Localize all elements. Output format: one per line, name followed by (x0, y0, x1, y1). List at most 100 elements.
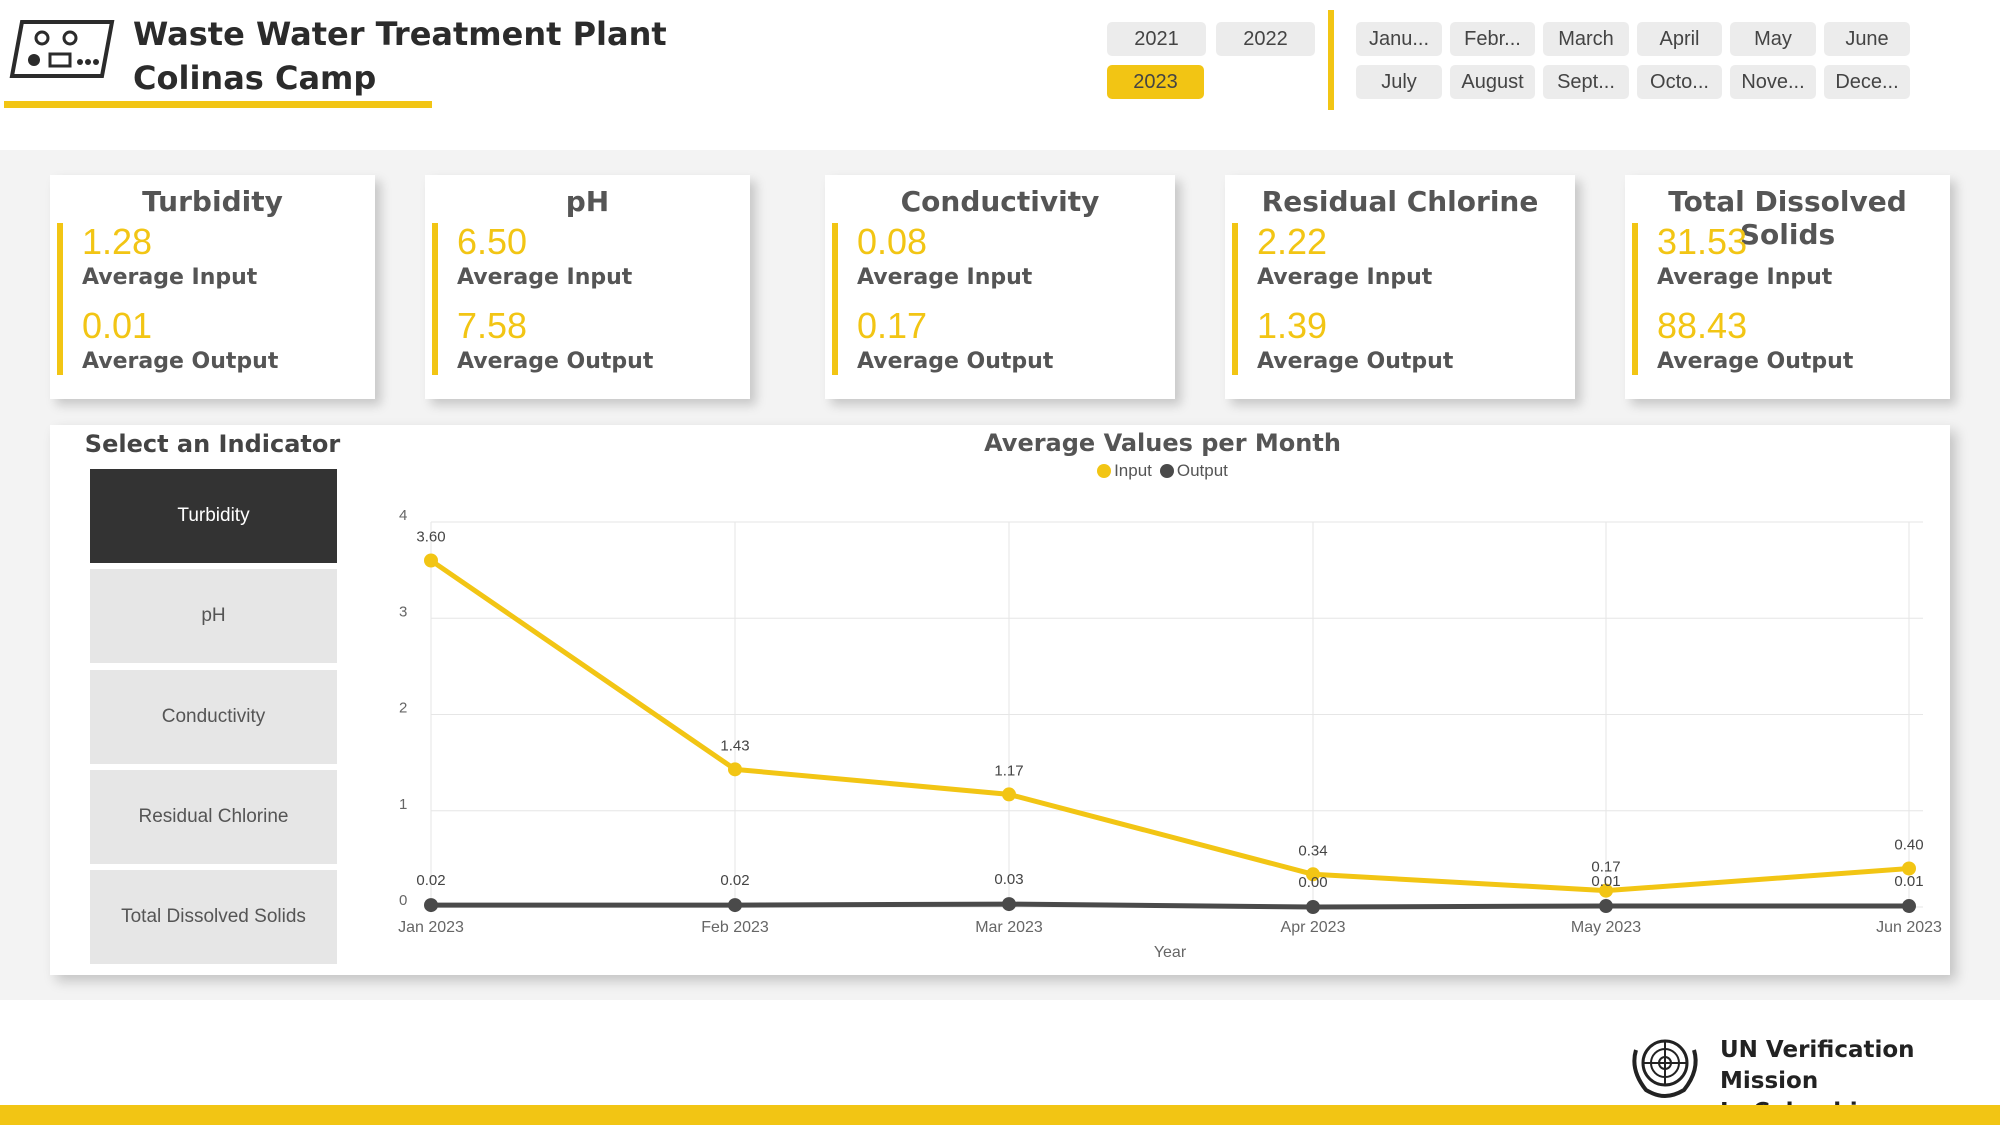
title-line-2: Colinas Camp (133, 59, 377, 97)
data-point-input (1306, 867, 1320, 882)
kpi-output-label: Average Output (857, 349, 1054, 374)
kpi-output-value: 88.43 (1657, 305, 1748, 346)
data-point-input (728, 762, 742, 777)
kpi-title: Total Dissolved Solids (1668, 185, 1907, 251)
title-line-1: Waste Water Treatment Plant (133, 15, 667, 53)
kpi-title: pH (565, 185, 610, 218)
data-point-input (1599, 883, 1613, 898)
month-button-june[interactable]: June (1824, 22, 1910, 56)
footer-accent-bar (0, 1105, 2000, 1125)
org-line-1: UN Verification Mission (1720, 1037, 1915, 1094)
kpi-input-value: 6.50 (457, 221, 528, 262)
line-chart: Average Values per Month Input Output 0 1… (375, 425, 1950, 975)
kpi-input-label: Average Input (457, 265, 633, 290)
kpi-title: Residual Chlorine (1261, 185, 1539, 218)
data-point-output (424, 898, 438, 913)
kpi-output-value: 7.58 (457, 305, 528, 346)
legend-dot-input (1097, 464, 1112, 478)
kpi-title: Conductivity (900, 185, 1100, 218)
data-label-input: 0.34 (1298, 842, 1327, 859)
month-button-october[interactable]: Octo... (1637, 65, 1722, 99)
data-label-input: 0.17 (1591, 859, 1620, 876)
chart-plot-area[interactable]: 0 1 2 3 4 Jan 2023 Feb 2023 Mar 2023 Apr 2023 May… (375, 425, 1950, 975)
legend-label-output: Output (1176, 461, 1228, 480)
month-button-july[interactable]: July (1356, 65, 1442, 99)
indicator-button-turbidity[interactable]: Turbidity (90, 469, 337, 563)
data-point-input (1002, 787, 1016, 802)
treatment-plant-icon (9, 20, 115, 78)
data-label-output: 0.01 (1591, 873, 1620, 890)
chart-legend: Input Output (375, 461, 1950, 481)
data-point-output (728, 898, 742, 913)
kpi-input-label: Average Input (857, 265, 1033, 290)
kpi-accent-bar (57, 223, 63, 375)
y-tick-label: 3 (399, 603, 407, 620)
y-tick-label: 2 (399, 700, 407, 717)
kpi-card-ph: pH 6.50 Average Input 7.58 Average Outpu… (425, 175, 750, 399)
y-tick-label: 1 (399, 796, 407, 813)
header: Waste Water Treatment Plant Colinas Camp… (0, 0, 2000, 150)
month-button-september[interactable]: Sept... (1543, 65, 1629, 99)
month-button-april[interactable]: April (1637, 22, 1722, 56)
month-button-january[interactable]: Janu... (1356, 22, 1442, 56)
legend-label-input: Input (1114, 461, 1152, 480)
month-button-march[interactable]: March (1543, 22, 1629, 56)
kpi-card-residual-chlorine: Residual Chlorine 2.22 Average Input 1.3… (1225, 175, 1575, 399)
filter-divider (1328, 10, 1334, 110)
kpi-input-label: Average Input (1657, 265, 1833, 290)
x-tick-label: Mar 2023 (975, 919, 1043, 936)
kpi-output-value: 0.17 (857, 305, 928, 346)
month-button-may[interactable]: May (1730, 22, 1816, 56)
data-label-output: 0.00 (1298, 874, 1327, 891)
month-button-august[interactable]: August (1450, 65, 1535, 99)
kpi-input-value: 1.28 (82, 221, 153, 262)
legend-item-output[interactable]: Output (1159, 461, 1228, 481)
kpi-card-conductivity: Conductivity 0.08 Average Input 0.17 Ave… (825, 175, 1175, 399)
data-point-output (1002, 897, 1016, 912)
data-label-input: 3.60 (416, 529, 445, 546)
data-label-output: 0.01 (1894, 873, 1923, 890)
kpi-output-label: Average Output (457, 349, 654, 374)
indicator-selector-title: Select an Indicator (84, 430, 341, 458)
kpi-output-value: 1.39 (1257, 305, 1328, 346)
series-line-output (431, 901, 1909, 910)
data-label-output: 0.02 (416, 872, 445, 889)
chart-title: Average Values per Month (984, 429, 1341, 457)
kpi-accent-bar (432, 223, 438, 375)
month-button-november[interactable]: Nove... (1730, 65, 1816, 99)
data-point-output (1599, 899, 1613, 914)
y-tick-label: 4 (399, 507, 407, 524)
indicator-button-ph[interactable]: pH (90, 569, 337, 663)
data-label-output: 0.03 (994, 871, 1023, 888)
data-label-input: 1.17 (994, 762, 1023, 779)
kpi-input-label: Average Input (1257, 265, 1433, 290)
y-tick-label: 0 (399, 892, 407, 909)
year-button-2021[interactable]: 2021 (1107, 22, 1206, 56)
kpi-input-value: 2.22 (1257, 221, 1328, 262)
kpi-output-value: 0.01 (82, 305, 153, 346)
title-underline (4, 101, 432, 108)
kpi-output-label: Average Output (82, 349, 279, 374)
kpi-input-label: Average Input (82, 265, 258, 290)
indicator-button-conductivity[interactable]: Conductivity (90, 670, 337, 764)
x-tick-label: May 2023 (1571, 919, 1641, 936)
kpi-accent-bar (1232, 223, 1238, 375)
kpi-card-total-dissolved-solids: Total Dissolved Solids 31.53 Average Inp… (1625, 175, 1950, 399)
kpi-output-label: Average Output (1657, 349, 1854, 374)
x-axis-label: Year (1154, 944, 1187, 961)
legend-dot-output (1159, 464, 1174, 478)
month-button-december[interactable]: Dece... (1824, 65, 1910, 99)
x-tick-label: Feb 2023 (701, 919, 769, 936)
year-button-2023[interactable]: 2023 (1107, 65, 1204, 99)
data-point-output (1306, 900, 1320, 914)
data-label-output: 0.02 (720, 872, 749, 889)
page-title: Waste Water Treatment Plant Colinas Camp (133, 12, 667, 100)
month-button-february[interactable]: Febr... (1450, 22, 1535, 56)
year-button-2022[interactable]: 2022 (1216, 22, 1315, 56)
legend-item-input[interactable]: Input (1097, 461, 1152, 481)
indicator-button-residual-chlorine[interactable]: Residual Chlorine (90, 770, 337, 864)
kpi-accent-bar (832, 223, 838, 375)
data-label-input: 1.43 (720, 737, 749, 754)
data-point-input (1902, 861, 1916, 876)
indicator-button-total-dissolved-solids[interactable]: Total Dissolved Solids (90, 870, 337, 964)
